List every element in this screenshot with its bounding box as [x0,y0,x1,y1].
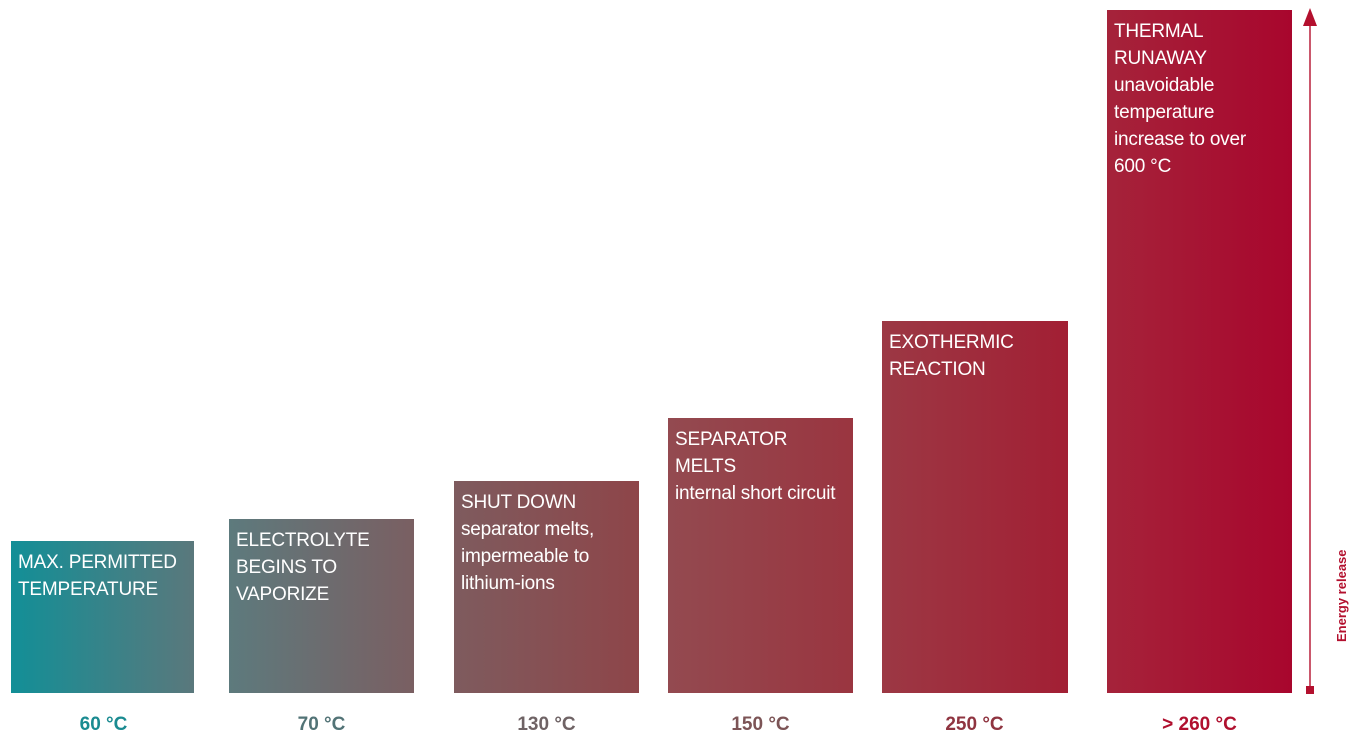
temperature-label: > 260 °C [1162,714,1237,735]
stage-title: MAX. PERMITTED TEMPERATURE [18,552,177,600]
temperature-label: 250 °C [945,714,1004,735]
stage-title: THERMAL RUNAWAY [1114,21,1207,69]
stage-bar-shut-down: SHUT DOWN separator melts, impermeable t… [454,481,639,693]
stage-title: SEPARATOR MELTS [675,429,788,477]
temperature-label: 60 °C [79,714,128,735]
stage-title: EXOTHERMIC REACTION [889,332,1014,380]
stage-detail: internal short circuit [675,483,836,504]
stage-detail: unavoidable temperature increase to over… [1114,75,1246,177]
energy-arrow-icon [1303,8,1317,694]
energy-release-label: Energy release [1334,549,1349,642]
stage-bar-separator-melts: SEPARATOR MELTS internal short circuit [668,418,853,693]
stage-bar-exothermic-reaction: EXOTHERMIC REACTION [882,321,1068,693]
temperature-label: 150 °C [731,714,790,735]
stage-detail: separator melts, impermeable to lithium-… [461,519,595,594]
temperature-label: 130 °C [517,714,576,735]
stage-bar-max-permitted: MAX. PERMITTED TEMPERATURE [11,541,194,693]
stage-bar-electrolyte-vaporize: ELECTROLYTE BEGINS TO VAPORIZE [229,519,414,693]
stage-bar-thermal-runaway: THERMAL RUNAWAY unavoidable temperature … [1107,10,1292,693]
stage-title: SHUT DOWN [461,492,577,513]
stage-title: ELECTROLYTE BEGINS TO VAPORIZE [236,530,370,605]
temperature-label: 70 °C [297,714,346,735]
